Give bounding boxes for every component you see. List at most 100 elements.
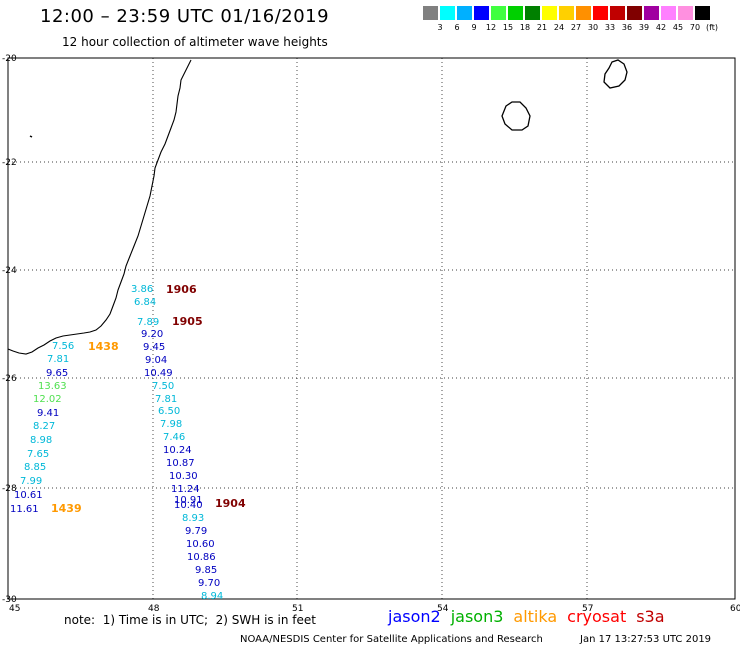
scale-swatch bbox=[627, 6, 642, 20]
pass-time-label: 1904 bbox=[215, 497, 246, 510]
wave-height-value: 10.40 bbox=[174, 500, 203, 511]
scale-swatch bbox=[559, 6, 574, 20]
scale-tick-label: 3 bbox=[437, 23, 443, 32]
legend-s3a: s3a bbox=[636, 607, 665, 626]
scale-swatch bbox=[542, 6, 557, 20]
footnote: note: 1) Time is in UTC; 2) SWH is in fe… bbox=[64, 613, 316, 627]
scale-swatch bbox=[576, 6, 591, 20]
scale-swatch bbox=[593, 6, 608, 20]
scale-swatch bbox=[508, 6, 523, 20]
scale-swatch bbox=[457, 6, 472, 20]
scale-tick-label: 36 bbox=[621, 23, 633, 32]
scale-tick-label: 39 bbox=[638, 23, 650, 32]
map-frame bbox=[7, 57, 736, 600]
island-mauritius bbox=[603, 59, 628, 89]
wave-height-value: 8.98 bbox=[30, 435, 52, 446]
satellite-legend: jason2 jason3 altika cryosat s3a bbox=[388, 607, 665, 626]
latitude-label: -28 bbox=[2, 484, 17, 494]
scale-swatch bbox=[491, 6, 506, 20]
wave-height-value: 7.99 bbox=[20, 476, 42, 487]
wave-height-value: 7.65 bbox=[27, 449, 49, 460]
longitude-label: 51 bbox=[292, 604, 303, 614]
wave-height-value: 9.65 bbox=[46, 368, 68, 379]
wave-height-value: 9.45 bbox=[143, 342, 165, 353]
wave-height-value: 8.94 bbox=[201, 591, 223, 602]
wave-height-value: 7.81 bbox=[47, 354, 69, 365]
legend-cryosat: cryosat bbox=[567, 607, 627, 626]
scale-tick-label: 6 bbox=[454, 23, 460, 32]
wave-height-value: 8.85 bbox=[24, 462, 46, 473]
wave-height-value: 7.98 bbox=[160, 419, 182, 430]
map-title: 12:00 – 23:59 UTC 01/16/2019 bbox=[40, 6, 330, 27]
scale-tick-label: 27 bbox=[570, 23, 582, 32]
axis-labels: 45 48 51 54 57 60 -20 -22 -24 -26 -28 -30 bbox=[2, 54, 740, 614]
scale-tick-label: (ft) bbox=[705, 23, 719, 32]
longitude-label: 54 bbox=[437, 604, 449, 614]
pass-time-label: 1439 bbox=[51, 502, 82, 515]
wave-height-value: 7.56 bbox=[52, 341, 74, 352]
scale-tick-label: 18 bbox=[519, 23, 531, 32]
scale-tick-label: 30 bbox=[587, 23, 599, 32]
scale-swatch bbox=[695, 6, 710, 20]
generation-timestamp: Jan 17 13:27:53 UTC 2019 bbox=[580, 634, 712, 645]
wave-height-value: 9.41 bbox=[37, 408, 59, 419]
wave-height-value: 10.60 bbox=[186, 539, 215, 550]
latitude-label: -30 bbox=[2, 595, 17, 605]
latitude-label: -26 bbox=[2, 374, 17, 384]
legend-jason3: jason3 bbox=[450, 607, 504, 626]
scale-tick-label: 15 bbox=[502, 23, 514, 32]
legend-altika: altika bbox=[513, 607, 558, 626]
scale-swatch bbox=[525, 6, 540, 20]
longitude-label: 60 bbox=[730, 604, 740, 614]
wave-height-value: 10.24 bbox=[163, 445, 192, 456]
scale-swatch bbox=[610, 6, 625, 20]
latitude-label: -20 bbox=[2, 54, 17, 64]
wave-height-value: 11.61 bbox=[10, 504, 39, 515]
credit-line: NOAA/NESDIS Center for Satellite Applica… bbox=[240, 634, 543, 645]
wave-height-value: 13.63 bbox=[38, 381, 67, 392]
wave-height-value: 10.30 bbox=[169, 471, 198, 482]
wave-height-value: 8.93 bbox=[182, 513, 204, 524]
scale-swatch bbox=[423, 6, 438, 20]
longitude-label: 45 bbox=[9, 604, 20, 614]
wave-height-value: 9.20 bbox=[141, 329, 163, 340]
wave-height-value: 8.27 bbox=[33, 421, 55, 432]
scale-swatch bbox=[474, 6, 489, 20]
wave-height-value: 10.61 bbox=[14, 490, 43, 501]
scale-tick-label: 9 bbox=[471, 23, 477, 32]
legend-jason2: jason2 bbox=[388, 607, 441, 626]
pass-time-label: 1905 bbox=[172, 315, 203, 328]
coastline-madagascar bbox=[7, 59, 192, 355]
scale-tick-label: 24 bbox=[553, 23, 565, 32]
latitude-label: -24 bbox=[2, 266, 17, 276]
wave-height-value: 7.89 bbox=[137, 317, 159, 328]
latitude-label: -22 bbox=[2, 158, 17, 168]
pass-time-label: 1438 bbox=[88, 340, 119, 353]
wave-height-value: 7.46 bbox=[163, 432, 185, 443]
scale-tick-label: 12 bbox=[485, 23, 497, 32]
wave-height-value: 11.24 bbox=[171, 484, 200, 495]
wave-height-value: 7.50 bbox=[152, 381, 174, 392]
scale-tick-label: 33 bbox=[604, 23, 616, 32]
scale-swatch bbox=[440, 6, 455, 20]
pass-time-label: 1906 bbox=[166, 283, 197, 296]
pass-annotations: 1906 1905 1438 1439 1904 3.86 6.84 7.899.20 9.45… bbox=[10, 283, 246, 602]
scale-tick-label: 45 bbox=[672, 23, 684, 32]
wave-height-value: 9.85 bbox=[195, 565, 217, 576]
wave-height-value: 9.04 bbox=[145, 355, 167, 366]
scale-swatch bbox=[678, 6, 693, 20]
map-subtitle: 12 hour collection of altimeter wave hei… bbox=[62, 35, 328, 49]
wave-height-value: 9.70 bbox=[198, 578, 220, 589]
wave-height-value: 10.86 bbox=[187, 552, 216, 563]
wave-height-value: 10.91 bbox=[174, 495, 203, 506]
wave-height-value: 7.81 bbox=[155, 394, 177, 405]
scale-tick-label: 70 bbox=[689, 23, 701, 32]
wave-height-value: 6.84 bbox=[134, 297, 156, 308]
scale-swatch bbox=[661, 6, 676, 20]
scale-tick-label: 42 bbox=[655, 23, 667, 32]
longitude-label: 48 bbox=[148, 604, 160, 614]
wave-height-value: 10.49 bbox=[144, 368, 173, 379]
wave-height-value: 10.87 bbox=[166, 458, 195, 469]
scale-swatch bbox=[644, 6, 659, 20]
